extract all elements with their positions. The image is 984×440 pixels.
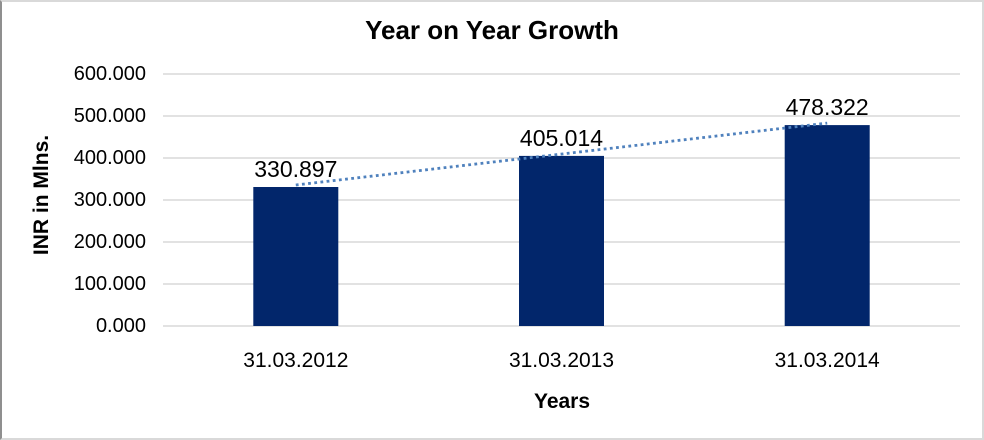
chart-title: Year on Year Growth xyxy=(365,15,619,45)
value-label: 330.897 xyxy=(254,156,338,183)
bar xyxy=(519,155,604,326)
y-tick-label: 0.000 xyxy=(95,315,146,337)
bar xyxy=(253,187,339,326)
y-tick-label: 500.000 xyxy=(73,105,146,127)
y-tick-label: 100.000 xyxy=(73,273,146,295)
trendline xyxy=(295,121,828,187)
x-tick-label: 31.03.2014 xyxy=(774,349,880,372)
y-tick-label: 200.000 xyxy=(73,231,146,253)
value-label: 405.014 xyxy=(519,124,604,151)
x-tick-label: 31.03.2012 xyxy=(243,349,349,372)
value-label: 478.322 xyxy=(785,94,869,121)
x-tick-label: 31.03.2013 xyxy=(508,349,615,372)
y-tick-label: 600.000 xyxy=(73,63,146,85)
x-axis-title: Years xyxy=(533,390,591,413)
bar xyxy=(784,125,870,326)
y-tick-label: 300.000 xyxy=(73,189,146,211)
y-tick-label: 400.000 xyxy=(73,147,146,169)
